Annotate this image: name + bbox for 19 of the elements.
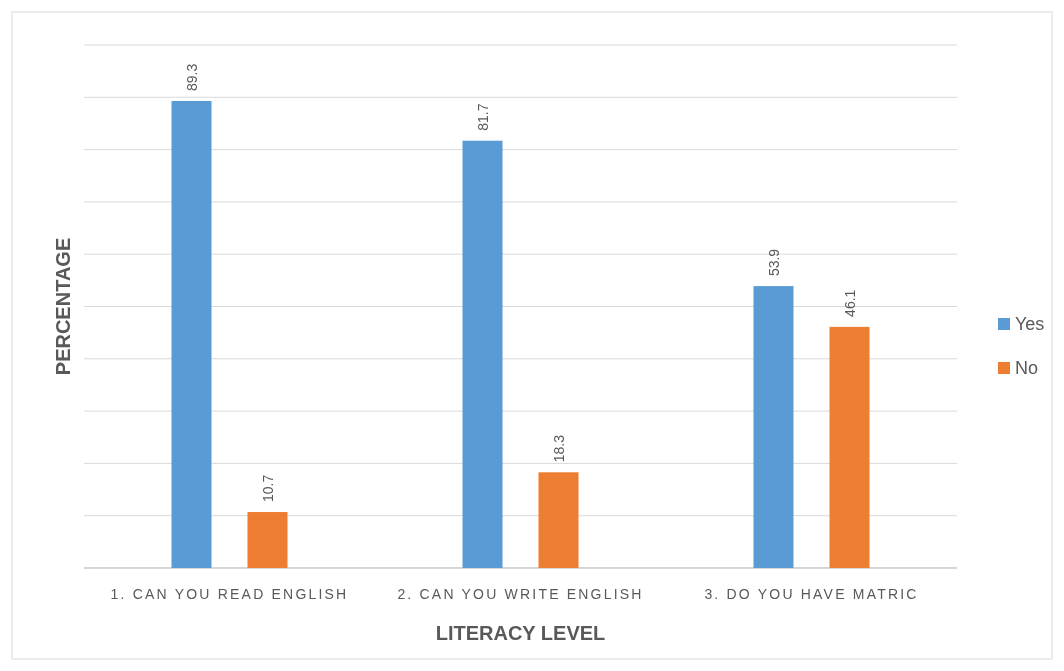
bar (247, 512, 288, 568)
data-label: 89.3 (183, 63, 200, 91)
data-label: 53.9 (765, 248, 782, 277)
x-tick-label: 1. CAN YOU READ ENGLISH (110, 586, 349, 602)
x-tick-label: 3. DO YOU HAVE MATRIC (704, 586, 919, 602)
data-label: 81.7 (474, 103, 491, 131)
x-tick-label: 2. CAN YOU WRITE ENGLISH (397, 586, 644, 602)
bar (171, 100, 212, 568)
bar (462, 140, 503, 568)
data-label: 10.7 (259, 474, 276, 503)
x-axis-title: LITERACY LEVEL (435, 622, 606, 644)
legend-label: No (1015, 358, 1039, 378)
data-label: 46.1 (841, 289, 858, 317)
bar (753, 286, 794, 568)
bar (538, 472, 579, 568)
legend-label: Yes (1015, 314, 1045, 334)
data-label: 18.3 (550, 434, 567, 463)
bar (829, 326, 870, 568)
y-axis-title: PERCENTAGE (52, 237, 74, 376)
